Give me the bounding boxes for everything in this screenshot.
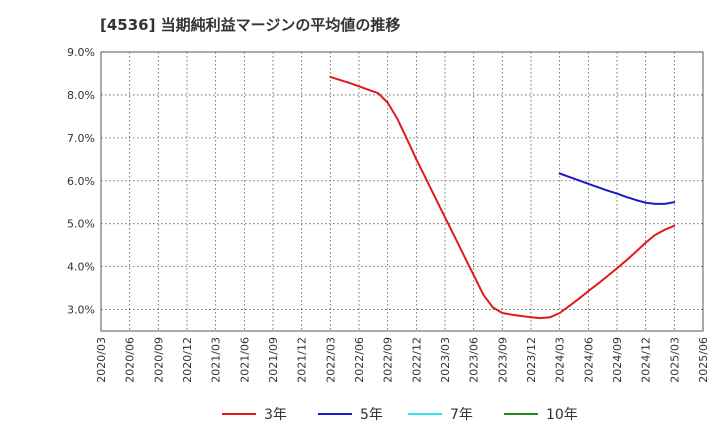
- x-tick-label: 2021/09: [267, 337, 280, 383]
- series-layer: [329, 75, 676, 320]
- legend-label: 10年: [546, 407, 578, 423]
- x-tick-label: 2025/06: [697, 337, 710, 383]
- x-tick-label: 2024/03: [554, 337, 567, 383]
- x-tick-label: 2024/06: [582, 337, 595, 383]
- x-tick-label: 2023/12: [525, 337, 538, 383]
- series-line-5年: [558, 172, 676, 205]
- y-tick-label: 6.0%: [67, 175, 95, 188]
- x-tick-label: 2022/09: [382, 337, 395, 383]
- legend: 3年 5年 7年 10年: [222, 407, 578, 423]
- legend-label: 7年: [450, 407, 473, 423]
- chart-title: [4536] 当期純利益マージンの平均値の推移: [100, 16, 401, 34]
- series-line-3年: [329, 75, 676, 320]
- x-axis: 2020/03 2020/06 2020/09 2020/12 2021/03 2021/…: [95, 337, 710, 383]
- x-tick-label: 2020/12: [181, 337, 194, 383]
- x-tick-label: 2022/03: [324, 337, 337, 383]
- x-tick-label: 2020/03: [95, 337, 108, 383]
- y-tick-label: 5.0%: [67, 218, 95, 231]
- x-tick-label: 2020/06: [124, 337, 137, 383]
- y-axis: 3.0% 4.0% 5.0% 6.0% 7.0% 8.0% 9.0%: [67, 46, 95, 317]
- y-tick-label: 7.0%: [67, 132, 95, 145]
- x-tick-label: 2021/06: [238, 337, 251, 383]
- y-tick-label: 4.0%: [67, 261, 95, 274]
- legend-label: 5年: [360, 407, 383, 423]
- x-tick-label: 2024/12: [640, 337, 653, 383]
- x-tick-label: 2023/03: [439, 337, 452, 383]
- x-tick-label: 2022/12: [410, 337, 423, 383]
- y-tick-label: 8.0%: [67, 89, 95, 102]
- x-tick-label: 2023/09: [496, 337, 509, 383]
- x-tick-label: 2021/03: [210, 337, 223, 383]
- legend-label: 3年: [264, 407, 287, 423]
- x-tick-label: 2023/06: [468, 337, 481, 383]
- x-tick-label: 2025/03: [668, 337, 681, 383]
- plot-frame: [100, 51, 704, 332]
- y-tick-label: 9.0%: [67, 46, 95, 59]
- x-tick-label: 2020/09: [152, 337, 165, 383]
- y-tick-label: 3.0%: [67, 304, 95, 317]
- x-tick-label: 2021/12: [296, 337, 309, 383]
- x-tick-label: 2024/09: [611, 337, 624, 383]
- x-tick-label: 2022/06: [353, 337, 366, 383]
